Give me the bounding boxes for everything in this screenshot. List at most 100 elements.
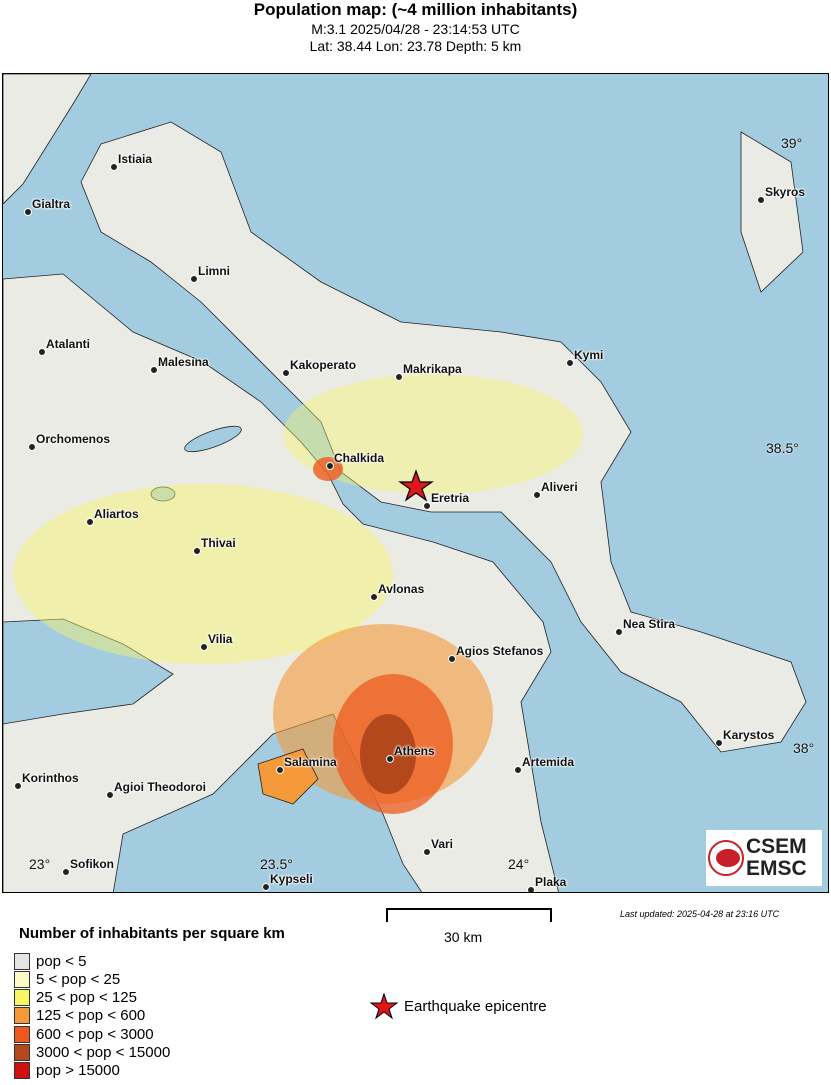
city-label: Aliveri <box>541 480 578 494</box>
legend-label: 5 < pop < 25 <box>36 970 121 988</box>
city-marker <box>262 883 270 891</box>
city-marker <box>106 791 114 799</box>
city-marker <box>370 593 378 601</box>
city-marker <box>190 275 198 283</box>
city-marker <box>423 848 431 856</box>
city-marker <box>615 628 623 636</box>
city-marker <box>28 443 36 451</box>
city-marker <box>448 655 456 663</box>
population-map[interactable]: Istiaia Gialtra Limni Atalanti Malesina Kakop… <box>2 73 829 893</box>
mainland-north <box>3 74 92 205</box>
city-marker <box>282 369 290 377</box>
city-marker <box>386 755 394 763</box>
euboea-island <box>80 121 807 753</box>
density-dark <box>360 714 416 794</box>
legend-item: 5 < pop < 25 <box>14 970 120 988</box>
population-density <box>13 374 583 814</box>
legend-item: pop > 15000 <box>14 1062 120 1080</box>
city-label: Makrikapa <box>403 362 462 376</box>
city-label: Gialtra <box>32 197 71 211</box>
city-marker <box>150 366 158 374</box>
logo-emsc: EMSC <box>746 857 807 880</box>
city-marker <box>527 886 535 892</box>
city-marker <box>38 348 46 356</box>
lon-label-24: 24° <box>508 856 530 872</box>
legend-swatch <box>14 970 30 988</box>
city-marker <box>326 462 334 470</box>
legend-item: 3000 < pop < 15000 <box>14 1044 170 1062</box>
legend-swatch <box>14 1025 30 1043</box>
city-label: Kypseli <box>270 872 313 886</box>
city-label: Korinthos <box>22 771 79 785</box>
salamina-island <box>257 748 319 805</box>
lat-label-39: 39° <box>781 135 803 151</box>
city-label: Aliartos <box>94 507 139 521</box>
legend-swatch <box>14 989 30 1007</box>
epicentre-star <box>398 469 434 502</box>
star-icon <box>370 992 398 1020</box>
city-marker <box>86 518 94 526</box>
city-marker <box>514 766 522 774</box>
city-label: Chalkida <box>334 451 385 465</box>
city-marker <box>110 163 118 171</box>
city-label: Agioi Theodoroi <box>114 780 206 794</box>
skyros-island <box>740 131 804 293</box>
city-marker <box>14 782 22 790</box>
city-label: Plaka <box>535 875 567 889</box>
city-label: Vilia <box>208 632 233 646</box>
lake-yliki <box>184 425 242 453</box>
last-updated: Last updated: 2025-04-28 at 23:16 UTC <box>620 909 780 919</box>
scale-bar <box>386 908 552 922</box>
city-label: Karystos <box>723 728 775 742</box>
legend-swatch <box>14 952 30 970</box>
city-label: Sofikon <box>70 857 114 871</box>
city-label: Orchomenos <box>36 432 111 446</box>
legend-label: pop < 5 <box>36 952 87 970</box>
city-label: Salamina <box>284 755 337 769</box>
legend-swatch <box>14 1044 30 1061</box>
lon-label-23-5: 23.5° <box>260 856 293 872</box>
legend-item: 600 < pop < 3000 <box>14 1025 154 1043</box>
legend-epicentre: Earthquake epicentre <box>370 992 547 1020</box>
map-canvas <box>3 74 828 892</box>
logo-csem: CSEM <box>746 835 807 858</box>
lat-label-38-5: 38.5° <box>766 440 799 456</box>
gulf-of-corinth <box>3 618 174 725</box>
lat-label-38: 38° <box>793 740 815 756</box>
lake-paralimni <box>150 486 176 502</box>
city-marker <box>715 739 723 747</box>
city-label: Kakoperato <box>290 358 357 372</box>
legend-label: 3000 < pop < 15000 <box>36 1044 171 1061</box>
city-label: Avlonas <box>378 582 425 596</box>
legend-label: 600 < pop < 3000 <box>36 1025 154 1043</box>
city-label: Athens <box>394 744 435 758</box>
legend-item: 125 < pop < 600 <box>14 1007 145 1025</box>
city-marker <box>193 547 201 555</box>
city-label: Atalanti <box>46 337 91 351</box>
city-marker <box>395 373 403 381</box>
map-title: Population map: (~4 million inhabitants) <box>253 0 578 19</box>
density-yellow <box>283 374 583 494</box>
city-label: Skyros <box>765 185 806 199</box>
city-label: Eretria <box>431 491 470 505</box>
legend-label: 25 < pop < 125 <box>36 989 137 1007</box>
city-marker <box>423 502 431 510</box>
city-marker <box>566 359 574 367</box>
city-marker <box>276 766 284 774</box>
legend-item: pop < 5 <box>14 952 86 970</box>
city-label: Kymi <box>574 348 604 362</box>
legend-epicentre-label: Earthquake epicentre <box>404 997 547 1015</box>
scale-label: 30 km <box>444 929 483 945</box>
city-marker <box>200 643 208 651</box>
city-label: Nea Stira <box>623 617 676 631</box>
city-marker <box>533 491 541 499</box>
lon-label-23: 23° <box>29 856 51 872</box>
emsc-logo: CSEM EMSC <box>706 830 822 886</box>
city-label: Agios Stefanos <box>456 644 544 658</box>
city-marker <box>62 868 70 876</box>
city-label: Malesina <box>158 355 209 369</box>
legend-label: pop > 15000 <box>36 1062 120 1080</box>
event-info: M:3.1 2025/04/28 - 23:14:53 UTC <box>311 21 520 37</box>
density-yellow <box>13 484 393 664</box>
city-label: Limni <box>198 264 230 278</box>
